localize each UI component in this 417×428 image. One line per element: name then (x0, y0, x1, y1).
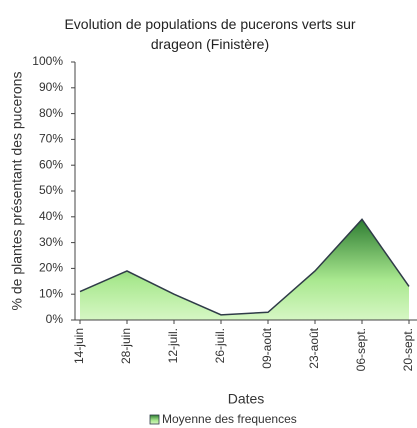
y-tick-label: 30% (39, 235, 63, 249)
y-tick-label: 20% (39, 261, 63, 275)
x-tick-label: 20-sept. (401, 328, 415, 371)
y-tick-label: 40% (39, 209, 63, 223)
y-tick-label: 70% (39, 132, 63, 146)
y-tick-label: 90% (39, 80, 63, 94)
y-tick-label: 10% (39, 286, 63, 300)
legend-label: Moyenne des frequences (162, 412, 297, 426)
chart-title: Evolution de populations de pucerons ver… (64, 16, 356, 52)
x-tick-label: 14-juin (72, 328, 86, 364)
y-tick-label: 100% (32, 54, 63, 68)
x-tick-label: 26-juil. (213, 328, 227, 363)
y-tick-label: 0% (46, 312, 64, 326)
x-axis-label: Dates (228, 391, 265, 407)
x-tick-label: 28-juin (119, 328, 133, 364)
x-tick-label: 12-juil. (166, 328, 180, 363)
area (80, 219, 409, 320)
y-tick-label: 60% (39, 157, 63, 171)
x-tick-label: 09-août (260, 327, 274, 368)
x-tick-label: 23-août (307, 327, 321, 368)
area-line (79, 218, 410, 316)
y-axis-label: % de plantes présentant des pucerons (9, 72, 25, 311)
legend-swatch (149, 414, 160, 425)
y-tick-label: 80% (39, 106, 63, 120)
x-tick-label: 06-sept. (354, 328, 368, 371)
y-tick-label: 50% (39, 183, 63, 197)
